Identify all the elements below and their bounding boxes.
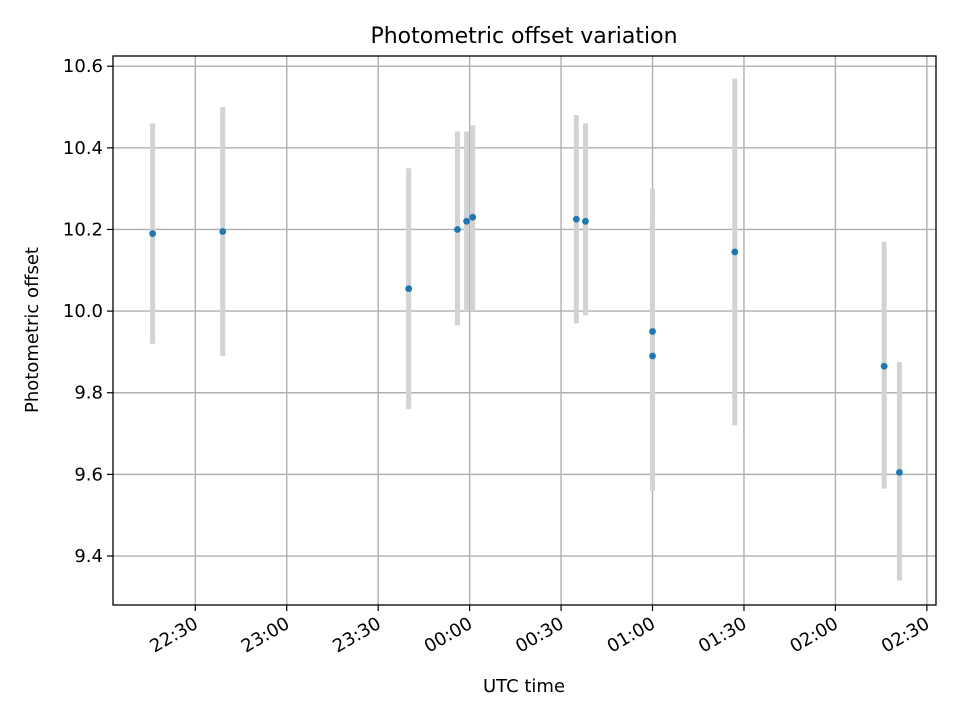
data-point (149, 230, 157, 237)
data-point (469, 213, 477, 221)
data-point (219, 228, 227, 235)
data-point (649, 328, 656, 335)
data-point (463, 217, 470, 225)
data-point (649, 352, 656, 360)
data-points (149, 213, 903, 476)
chart-title: Photometric offset variation (370, 24, 677, 49)
y-axis: 9.4 9.6 9.8 10.0 10.2 10.4 10.6 (63, 56, 113, 567)
y-axis-title: Photometric offset (22, 247, 43, 413)
data-point (880, 362, 888, 370)
data-point (572, 215, 580, 223)
data-point (454, 226, 461, 233)
y-tick-label: 9.4 (74, 546, 103, 567)
x-axis-title: UTC time (483, 676, 565, 697)
data-point (731, 248, 739, 256)
y-tick-label: 10.0 (63, 301, 103, 322)
data-point (405, 285, 413, 293)
y-tick-label: 9.6 (74, 464, 103, 485)
plot-frame (112, 55, 937, 606)
data-point (582, 217, 589, 225)
y-tick-label: 9.8 (74, 383, 103, 404)
y-tick-label: 10.2 (63, 219, 103, 240)
y-tick-label: 10.6 (63, 56, 103, 77)
y-tick-label: 10.4 (63, 138, 103, 159)
data-point (896, 468, 903, 476)
